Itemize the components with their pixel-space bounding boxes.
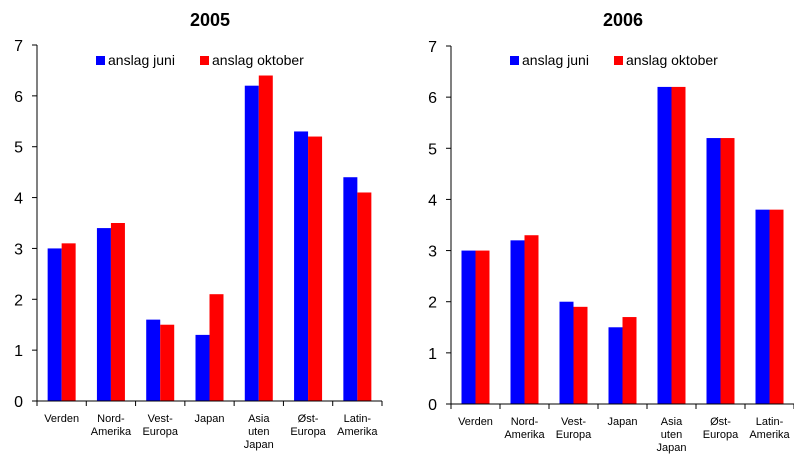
bar-juni-3 — [195, 334, 210, 401]
legend-swatch — [200, 56, 209, 65]
chart-2006: 2006 0 1 2 3 4 5 6 7 Verden Nord-Amerika Vest-Europ… — [428, 10, 794, 454]
y-tick-label: 4 — [14, 191, 23, 208]
y-tick-label: 1 — [14, 343, 23, 360]
bar-oktober-2 — [573, 306, 588, 404]
x-tick-label: Verden — [458, 416, 493, 428]
legend-swatch — [96, 56, 105, 65]
bar-oktober-6 — [357, 192, 372, 401]
bar-juni-2 — [559, 301, 574, 404]
y-tick-label: 5 — [428, 141, 437, 158]
x-tick-label: Asia uten Japan — [244, 413, 274, 451]
bar-juni-0 — [47, 248, 62, 401]
bar-oktober-5 — [308, 136, 323, 402]
bar-oktober-0 — [475, 250, 490, 404]
bar-oktober-1 — [524, 235, 539, 404]
x-tick-label: Verden — [44, 413, 79, 425]
bar-oktober-2 — [160, 324, 175, 401]
bar-juni-4 — [244, 85, 259, 401]
x-tick-label: Vest-Europa — [556, 416, 592, 441]
x-tick-label: Japan — [608, 416, 638, 428]
bar-juni-2 — [146, 319, 161, 401]
y-tick-label: 6 — [428, 90, 437, 107]
legend-label: anslag juni — [522, 52, 589, 68]
chart-2005: 2005 0 1 2 3 4 5 6 7 Verden Nord-Amerika Vest-Europ… — [14, 10, 383, 451]
chart-title: 2005 — [190, 10, 230, 30]
bar-oktober-5 — [720, 138, 735, 405]
y-tick-label: 6 — [14, 89, 23, 106]
y-tick-label: 0 — [428, 397, 437, 414]
legend-swatch — [614, 56, 623, 65]
bar-oktober-4 — [258, 75, 273, 401]
bar-oktober-3 — [622, 317, 637, 404]
bar-juni-0 — [461, 250, 476, 404]
bar-juni-6 — [755, 209, 770, 404]
x-tick-label: Latin-Amerika — [337, 413, 378, 438]
y-tick-label: 0 — [14, 394, 23, 411]
x-tick-label: Latin-Amerika — [749, 416, 790, 441]
x-tick-label: Nord-Amerika — [504, 416, 545, 441]
x-tick-label: Nord-Amerika — [91, 413, 132, 438]
chart-title: 2006 — [603, 10, 643, 30]
y-tick-label: 5 — [14, 140, 23, 157]
x-tick-label: Øst-Europa — [290, 413, 326, 438]
legend-label: anslag juni — [108, 52, 175, 68]
bar-juni-4 — [657, 86, 672, 405]
y-tick-label: 2 — [14, 292, 23, 309]
bar-oktober-3 — [209, 294, 224, 401]
legend-label: anslag oktober — [212, 52, 304, 68]
bar-oktober-6 — [769, 209, 784, 404]
bar-juni-3 — [608, 327, 623, 404]
bar-juni-6 — [343, 177, 358, 401]
y-tick-label: 1 — [428, 346, 437, 363]
y-tick-label: 3 — [428, 244, 437, 261]
bar-oktober-4 — [671, 86, 686, 405]
legend-swatch — [510, 56, 519, 65]
x-tick-label: Øst-Europa — [703, 416, 739, 441]
x-tick-label: Japan — [195, 413, 225, 425]
x-tick-label: Vest-Europa — [142, 413, 178, 438]
y-tick-label: 7 — [14, 38, 23, 55]
bar-oktober-1 — [110, 223, 125, 401]
bar-juni-5 — [706, 138, 721, 405]
y-tick-label: 4 — [428, 192, 437, 209]
y-tick-label: 3 — [14, 241, 23, 258]
bar-oktober-0 — [61, 243, 76, 401]
y-tick-label: 2 — [428, 295, 437, 312]
bar-juni-1 — [510, 240, 525, 404]
bar-juni-5 — [294, 131, 309, 401]
x-tick-label: Asia uten Japan — [657, 416, 687, 454]
bar-juni-1 — [96, 228, 111, 401]
legend-label: anslag oktober — [626, 52, 718, 68]
y-tick-label: 7 — [428, 39, 437, 56]
